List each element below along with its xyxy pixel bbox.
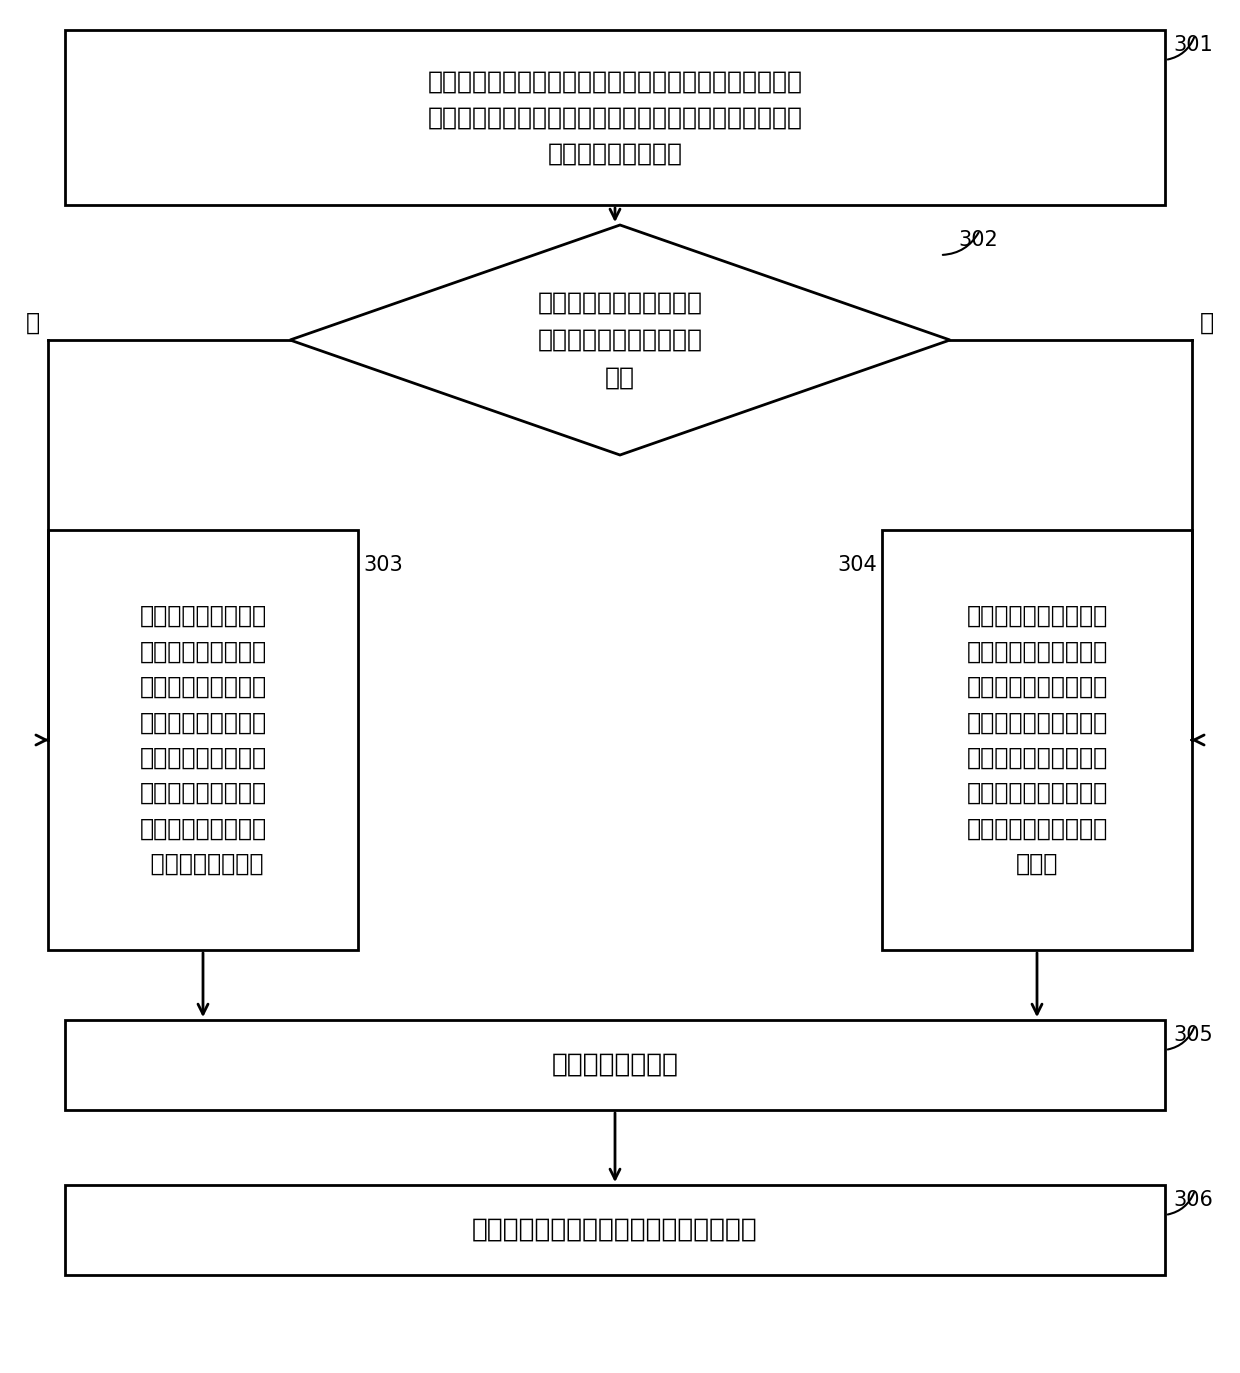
Text: 303: 303 xyxy=(363,555,403,575)
Text: 在油气井内下入套管以及对油气井与套管之间的环空注入
水泥浆之后，基于水泥浆的密度随时间的变化函数，确定
水泥浆的实时的密度: 在油气井内下入套管以及对油气井与套管之间的环空注入 水泥浆之后，基于水泥浆的密度… xyxy=(428,69,802,166)
FancyBboxPatch shape xyxy=(64,1185,1166,1276)
Polygon shape xyxy=(290,225,950,454)
Text: 当水泥浆注入环空之后
经过的时长不小于目标
时长时，基于水泥浆在
目标时长时的密度，以
及目标位置处地层压力
当量密度，采用第二回
压计算公式计算待施加
的回压: 当水泥浆注入环空之后 经过的时长不小于目标 时长时，基于水泥浆在 目标时长时的密… xyxy=(966,604,1107,876)
FancyBboxPatch shape xyxy=(64,30,1166,205)
Text: 304: 304 xyxy=(837,555,877,575)
Text: 是: 是 xyxy=(26,312,40,335)
Text: 302: 302 xyxy=(959,231,998,250)
Text: 否: 否 xyxy=(1200,312,1214,335)
Text: 在经过指定时长后，停止对环空施加回压: 在经过指定时长后，停止对环空施加回压 xyxy=(472,1216,758,1243)
FancyBboxPatch shape xyxy=(48,530,358,950)
Text: 306: 306 xyxy=(1173,1190,1213,1210)
Text: 当水泥浆注入环空之
后经过的时长小于目
标时长时，基于水泥
浆当前时间的密度，
以及目标位置处的地
层压力当量密度，采
用第一回压计算公式
 计算待施加的回压: 当水泥浆注入环空之 后经过的时长小于目 标时长时，基于水泥 浆当前时间的密度， … xyxy=(139,604,267,876)
Text: 对环空施加该回压: 对环空施加该回压 xyxy=(552,1052,678,1078)
FancyBboxPatch shape xyxy=(64,1020,1166,1109)
FancyBboxPatch shape xyxy=(882,530,1192,950)
Text: 301: 301 xyxy=(1173,34,1213,55)
Text: 检测水泥浆注入环空之后
经过的时长是否小于目标
时长: 检测水泥浆注入环空之后 经过的时长是否小于目标 时长 xyxy=(537,291,703,390)
Text: 305: 305 xyxy=(1173,1026,1213,1045)
